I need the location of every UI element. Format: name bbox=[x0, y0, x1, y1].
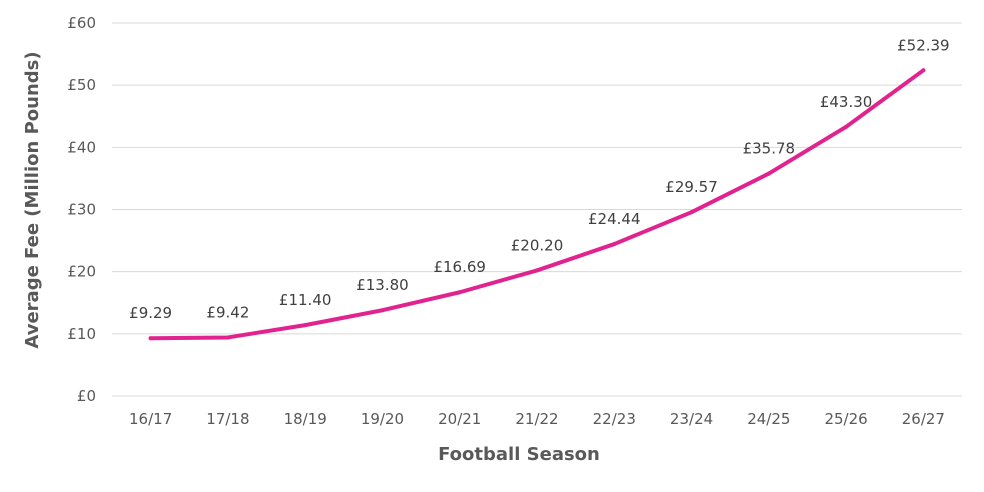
data-label: £20.20 bbox=[511, 236, 564, 254]
x-tick-label: 17/18 bbox=[206, 410, 249, 428]
data-label: £52.39 bbox=[897, 36, 950, 54]
data-point bbox=[766, 171, 771, 176]
data-point bbox=[612, 242, 617, 247]
y-tick-label: £10 bbox=[67, 325, 96, 343]
x-tick-label: 18/19 bbox=[284, 410, 327, 428]
series-line-group bbox=[148, 68, 926, 341]
y-tick-label: £0 bbox=[77, 387, 96, 405]
x-tick-label: 22/23 bbox=[593, 410, 636, 428]
series-line bbox=[148, 68, 926, 341]
x-tick-label: 21/22 bbox=[515, 410, 558, 428]
data-point bbox=[689, 210, 694, 215]
gridlines bbox=[112, 22, 962, 397]
y-tick-label: £60 bbox=[67, 14, 96, 32]
x-tick-label: 26/27 bbox=[902, 410, 945, 428]
x-tick-label: 16/17 bbox=[129, 410, 172, 428]
data-point bbox=[921, 68, 926, 73]
y-tick-label: £20 bbox=[67, 263, 96, 281]
data-label: £13.80 bbox=[356, 276, 409, 294]
x-axis-title: Football Season bbox=[438, 444, 600, 465]
data-label: £9.42 bbox=[206, 303, 249, 321]
data-label: £11.40 bbox=[279, 291, 332, 309]
data-point bbox=[844, 124, 849, 129]
data-labels: £9.29 £9.42 £11.40 £13.80 £16.69 £20.20 £24.44… bbox=[129, 36, 949, 322]
y-tick-label: £30 bbox=[67, 201, 96, 219]
data-label: £16.69 bbox=[433, 258, 486, 276]
data-label: £9.29 bbox=[129, 304, 172, 322]
x-tick-label: 20/21 bbox=[438, 410, 481, 428]
data-label: £35.78 bbox=[743, 140, 796, 158]
x-tick-label: 23/24 bbox=[670, 410, 713, 428]
data-label: £29.57 bbox=[665, 178, 718, 196]
y-axis-ticks: £0 £10 £20 £30 £40 £50 £60 bbox=[67, 14, 96, 405]
data-label: £43.30 bbox=[820, 93, 873, 111]
x-axis-ticks: 16/17 17/18 18/19 19/20 20/21 21/22 22/23 23/24… bbox=[129, 410, 945, 428]
data-point bbox=[303, 323, 308, 328]
y-tick-label: £40 bbox=[67, 138, 96, 156]
x-tick-label: 24/25 bbox=[747, 410, 790, 428]
x-tick-label: 19/20 bbox=[361, 410, 404, 428]
x-tick-label: 25/26 bbox=[824, 410, 867, 428]
data-point bbox=[535, 268, 539, 273]
data-point bbox=[457, 290, 462, 295]
data-point bbox=[148, 336, 153, 341]
data-point bbox=[380, 308, 385, 313]
y-axis-title: Average Fee (Million Pounds) bbox=[22, 51, 43, 348]
y-tick-label: £50 bbox=[67, 76, 96, 94]
data-label: £24.44 bbox=[588, 210, 641, 228]
data-point bbox=[225, 335, 230, 340]
